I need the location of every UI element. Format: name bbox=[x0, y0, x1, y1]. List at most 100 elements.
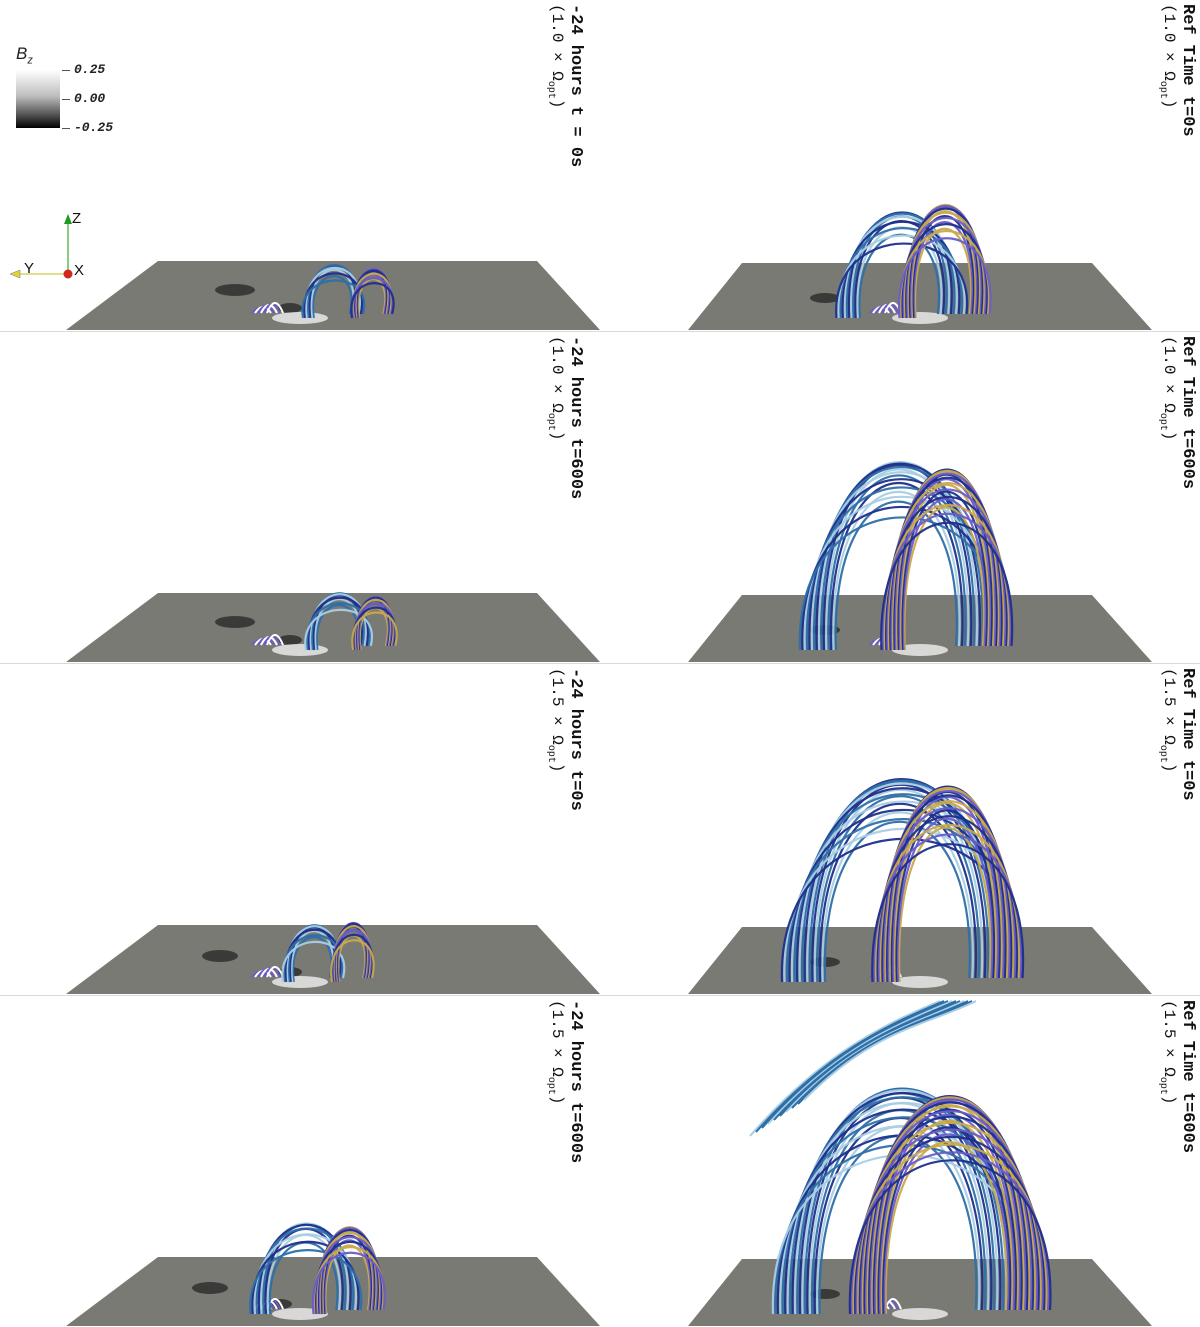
field-line bbox=[871, 843, 1025, 983]
field-line bbox=[832, 490, 961, 651]
field-line bbox=[779, 1000, 961, 1117]
field-line bbox=[803, 1000, 977, 1101]
field-line bbox=[255, 1227, 355, 1315]
panel-title: Ref Time t=600s bbox=[1178, 1000, 1197, 1154]
field-line bbox=[883, 1133, 1010, 1315]
field-line bbox=[311, 275, 353, 319]
x-axis-label: X bbox=[74, 262, 85, 279]
z-axis-arrow-icon bbox=[64, 214, 72, 224]
field-line bbox=[322, 1234, 373, 1315]
magnetogram-spot bbox=[278, 303, 302, 313]
field-line bbox=[897, 478, 992, 651]
panel-right-1: Ref Time t=0s (1.0 × Ωopt) bbox=[600, 0, 1200, 332]
magnetogram-spot bbox=[892, 644, 948, 656]
field-line bbox=[324, 1244, 371, 1315]
field-line bbox=[867, 1095, 1029, 1315]
panel-subtitle: (1.0 × Ωopt) bbox=[1156, 336, 1178, 441]
field-line bbox=[898, 237, 992, 319]
field-line bbox=[785, 1000, 965, 1113]
field-line bbox=[249, 1249, 363, 1315]
panel-title: Ref Time t=0s bbox=[1178, 4, 1197, 137]
field-line bbox=[843, 215, 958, 319]
field-line bbox=[893, 802, 998, 983]
colorbar-tick-label: -0.25 bbox=[74, 120, 114, 135]
panel-subtitle: (1.0 × Ωopt) bbox=[1156, 4, 1178, 109]
field-line bbox=[813, 788, 984, 983]
field-line bbox=[301, 279, 366, 319]
axes-triad: Z Y X bbox=[4, 210, 114, 290]
photosphere-plane bbox=[66, 261, 600, 330]
field-line bbox=[848, 1159, 1052, 1315]
field-line bbox=[847, 211, 953, 319]
colorbar-tick-label: 0.00 bbox=[74, 91, 106, 106]
divider bbox=[0, 331, 1200, 332]
magnetogram-spot bbox=[272, 312, 328, 324]
field-line bbox=[815, 462, 982, 651]
panel-title: Ref Time t=0s bbox=[1178, 668, 1197, 801]
bz-colorbar: Bz 0.25 0.00 -0.25 bbox=[10, 40, 140, 195]
field-line bbox=[881, 1126, 1012, 1315]
field-line bbox=[816, 795, 981, 983]
field-line bbox=[876, 1108, 1018, 1315]
field-line bbox=[884, 1141, 1008, 1315]
field-line bbox=[829, 482, 964, 651]
panel-subtitle: (1.5 × Ωopt) bbox=[1156, 668, 1178, 773]
panel-right-4: Ref Time t=600s (1.5 × Ωopt) bbox=[600, 996, 1200, 1327]
magnetogram-spot bbox=[892, 976, 948, 988]
field-line bbox=[755, 1000, 945, 1133]
field-line bbox=[845, 212, 956, 319]
magnetogram-spot bbox=[215, 284, 255, 296]
field-line bbox=[350, 282, 395, 319]
field-line bbox=[913, 227, 973, 319]
field-line bbox=[309, 593, 368, 651]
field-line bbox=[749, 1000, 941, 1137]
field-line bbox=[885, 785, 1007, 983]
field-line bbox=[896, 473, 994, 651]
field-line bbox=[880, 521, 1014, 651]
field-line bbox=[878, 1113, 1016, 1315]
field-line bbox=[823, 820, 971, 983]
field-line bbox=[911, 215, 976, 319]
field-line bbox=[910, 210, 977, 319]
field-line bbox=[896, 817, 994, 983]
field-line bbox=[875, 1104, 1020, 1315]
field-line bbox=[903, 506, 985, 651]
panel-title: -24 hours t=0s bbox=[566, 668, 585, 811]
field-line bbox=[900, 490, 989, 651]
panel-right-2: Ref Time t=600s (1.0 × Ωopt) bbox=[600, 332, 1200, 664]
field-line bbox=[825, 468, 970, 651]
panel-left-3: -24 hours t=0s (1.5 × Ωopt) bbox=[0, 664, 600, 996]
colorbar-gradient bbox=[16, 70, 60, 128]
photosphere-plane bbox=[688, 263, 1152, 330]
magnetogram-spot bbox=[215, 616, 255, 628]
panel-title: -24 hours t=600s bbox=[566, 1000, 585, 1164]
panel-subtitle: (1.5 × Ωopt) bbox=[1156, 1000, 1178, 1105]
field-line bbox=[818, 802, 978, 983]
panel-title: -24 hours t = 0s bbox=[566, 4, 585, 168]
panel-subtitle: (1.0 × Ωopt) bbox=[544, 4, 566, 109]
field-line bbox=[761, 1000, 949, 1129]
field-line bbox=[817, 460, 979, 651]
render-right-1 bbox=[688, 203, 1152, 330]
z-axis-label: Z bbox=[72, 210, 82, 227]
field-line bbox=[323, 1239, 372, 1315]
field-line bbox=[834, 500, 958, 651]
y-axis-label: Y bbox=[24, 260, 35, 277]
field-line bbox=[822, 463, 973, 651]
field-line bbox=[811, 783, 987, 983]
field-line bbox=[796, 1087, 1005, 1315]
field-line bbox=[905, 204, 983, 319]
magnetogram-spot bbox=[892, 1308, 948, 1320]
field-line bbox=[835, 242, 969, 319]
field-line bbox=[330, 939, 375, 983]
field-line bbox=[281, 940, 346, 983]
y-axis-arrow-icon bbox=[9, 269, 21, 279]
panel-subtitle: (1.0 × Ωopt) bbox=[544, 336, 566, 441]
field-line bbox=[797, 1000, 973, 1105]
field-line bbox=[291, 936, 333, 983]
field-line bbox=[912, 221, 974, 319]
field-line bbox=[266, 634, 284, 646]
magnetogram-spot bbox=[278, 635, 302, 645]
panel-title: -24 hours t=600s bbox=[566, 336, 585, 500]
divider bbox=[0, 995, 1200, 996]
